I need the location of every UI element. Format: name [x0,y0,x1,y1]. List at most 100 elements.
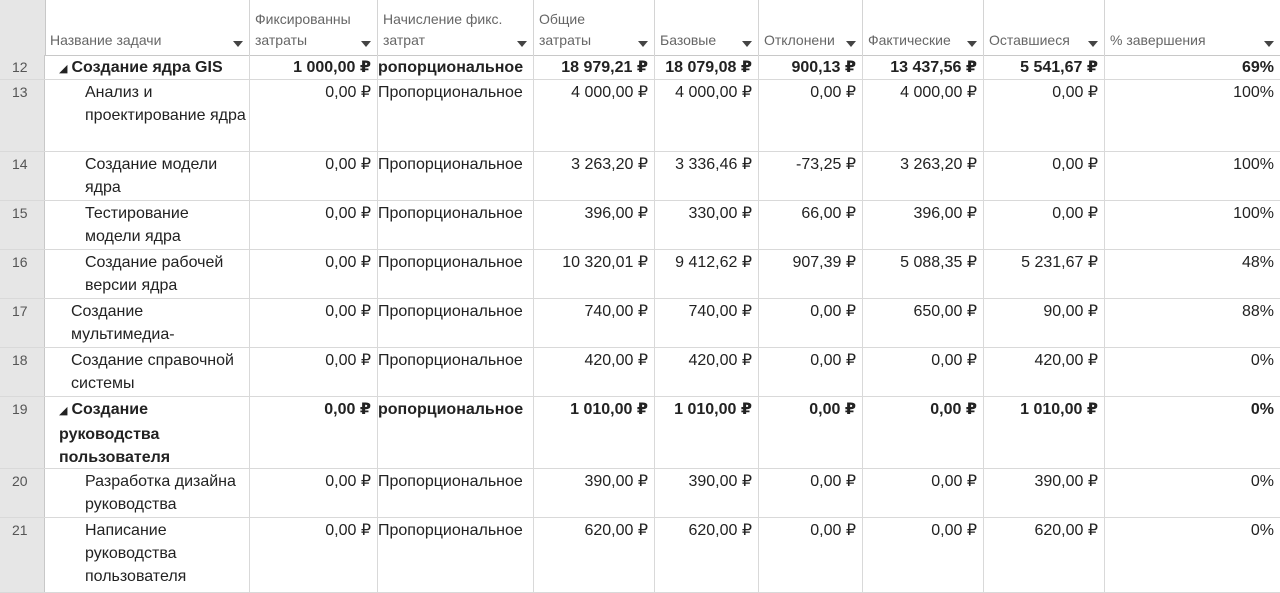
column-header-accrual[interactable]: Начисление фикс. затрат [378,0,534,55]
accrual-cell[interactable]: Пропорциональное [378,152,534,200]
row-number[interactable]: 13 [0,80,45,151]
dropdown-arrow-icon[interactable] [742,41,752,47]
actual-cost-cell[interactable]: 0,00 ₽ [863,348,984,396]
baseline-cell[interactable]: 9 412,62 ₽ [655,250,759,298]
variance-cell[interactable]: 0,00 ₽ [759,518,863,592]
variance-cell[interactable]: 0,00 ₽ [759,299,863,347]
baseline-cell[interactable]: 620,00 ₽ [655,518,759,592]
percent-complete-cell[interactable]: 0% [1250,401,1274,418]
task-name-cell[interactable]: Создание справочной системы [45,348,250,396]
percent-complete-cell[interactable]: 100% [1233,84,1274,101]
total-cost-cell[interactable]: 4 000,00 ₽ [534,80,655,151]
table-row[interactable]: 14 Создание модели ядра 0,00 ₽ Пропорционал… [0,152,1280,201]
row-number[interactable]: 15 [0,201,45,249]
variance-cell[interactable]: 900,13 ₽ [759,55,863,79]
baseline-cell[interactable]: 740,00 ₽ [655,299,759,347]
variance-cell[interactable]: 66,00 ₽ [759,201,863,249]
actual-cost-cell[interactable]: 0,00 ₽ [863,518,984,592]
column-header-baseline[interactable]: Базовые [655,0,759,55]
row-number[interactable]: 14 [0,152,45,200]
table-row[interactable]: 13 Анализ и проектирование ядра 0,00 ₽ Проп… [0,80,1280,152]
task-name-cell[interactable]: Разработка дизайна руководства [45,469,250,517]
percent-complete-cell[interactable]: 100% [1233,205,1274,222]
remaining-cost-cell[interactable]: 1 010,00 ₽ [984,397,1105,468]
remaining-cost-cell[interactable]: 420,00 ₽ [984,348,1105,396]
table-row[interactable]: 18 Создание справочной системы 0,00 ₽ Пропо… [0,348,1280,397]
baseline-cell[interactable]: 420,00 ₽ [655,348,759,396]
actual-cost-cell[interactable]: 0,00 ₽ [863,469,984,517]
table-row[interactable]: 12 ◢ Создание ядра GIS 1 000,00 ₽ ропорциона… [0,55,1280,80]
baseline-cell[interactable]: 4 000,00 ₽ [655,80,759,151]
column-header-remaining[interactable]: Оставшиеся [984,0,1105,55]
select-all-corner[interactable] [0,0,46,55]
dropdown-arrow-icon[interactable] [967,41,977,47]
fixed-cost-cell[interactable]: 0,00 ₽ [250,469,378,517]
table-row[interactable]: 21 Написание руководства пользователя 0,00… [0,518,1280,593]
table-row[interactable]: 19 ◢ Создание руководства пользователя 0,00… [0,397,1280,469]
row-number[interactable]: 12 [0,55,45,79]
fixed-cost-cell[interactable]: 0,00 ₽ [250,152,378,200]
accrual-cell[interactable]: Пропорциональное [378,469,534,517]
row-number[interactable]: 20 [0,469,45,517]
collapse-triangle-icon[interactable]: ◢ [59,405,68,417]
row-number[interactable]: 21 [0,518,45,592]
total-cost-cell[interactable]: 396,00 ₽ [534,201,655,249]
baseline-cell[interactable]: 1 010,00 ₽ [655,397,759,468]
remaining-cost-cell[interactable]: 5 541,67 ₽ [984,55,1105,79]
total-cost-cell[interactable]: 3 263,20 ₽ [534,152,655,200]
variance-cell[interactable]: 0,00 ₽ [759,469,863,517]
task-name-cell[interactable]: ◢ Создание руководства пользователя [45,397,250,468]
accrual-cell[interactable]: Пропорциональное [378,201,534,249]
table-row[interactable]: 16 Создание рабочей версии ядра 0,00 ₽ Проп… [0,250,1280,299]
total-cost-cell[interactable]: 18 979,21 ₽ [534,55,655,79]
percent-complete-cell[interactable]: 100% [1233,156,1274,173]
fixed-cost-cell[interactable]: 0,00 ₽ [250,348,378,396]
fixed-cost-cell[interactable]: 0,00 ₽ [250,80,378,151]
fixed-cost-cell[interactable]: 0,00 ₽ [250,397,378,468]
table-row[interactable]: 20 Разработка дизайна руководства 0,00 ₽ Пр… [0,469,1280,518]
baseline-cell[interactable]: 390,00 ₽ [655,469,759,517]
actual-cost-cell[interactable]: 650,00 ₽ [863,299,984,347]
fixed-cost-cell[interactable]: 1 000,00 ₽ [250,55,378,79]
baseline-cell[interactable]: 18 079,08 ₽ [655,55,759,79]
remaining-cost-cell[interactable]: 0,00 ₽ [984,80,1105,151]
accrual-cell[interactable]: ропорциональное [378,55,534,79]
accrual-cell[interactable]: Пропорциональное [378,348,534,396]
fixed-cost-cell[interactable]: 0,00 ₽ [250,250,378,298]
percent-complete-cell[interactable]: 0% [1250,522,1274,539]
fixed-cost-cell[interactable]: 0,00 ₽ [250,299,378,347]
total-cost-cell[interactable]: 10 320,01 ₽ [534,250,655,298]
actual-cost-cell[interactable]: 3 263,20 ₽ [863,152,984,200]
task-name-cell[interactable]: Создание модели ядра [45,152,250,200]
remaining-cost-cell[interactable]: 0,00 ₽ [984,152,1105,200]
total-cost-cell[interactable]: 620,00 ₽ [534,518,655,592]
percent-complete-cell[interactable]: 69% [1241,59,1274,76]
task-name-cell[interactable]: ◢ Создание ядра GIS [45,55,250,79]
dropdown-arrow-icon[interactable] [361,41,371,47]
percent-complete-cell[interactable]: 48% [1241,254,1274,271]
baseline-cell[interactable]: 330,00 ₽ [655,201,759,249]
column-header-actual[interactable]: Фактические [863,0,984,55]
variance-cell[interactable]: 0,00 ₽ [759,80,863,151]
task-name-cell[interactable]: Анализ и проектирование ядра [45,80,250,151]
total-cost-cell[interactable]: 740,00 ₽ [534,299,655,347]
actual-cost-cell[interactable]: 5 088,35 ₽ [863,250,984,298]
remaining-cost-cell[interactable]: 620,00 ₽ [984,518,1105,592]
table-row[interactable]: 15 Тестирование модели ядра 0,00 ₽ Пропорци… [0,201,1280,250]
percent-complete-cell[interactable]: 88% [1241,303,1274,320]
fixed-cost-cell[interactable]: 0,00 ₽ [250,201,378,249]
total-cost-cell[interactable]: 1 010,00 ₽ [534,397,655,468]
row-number[interactable]: 16 [0,250,45,298]
row-number[interactable]: 17 [0,299,45,347]
actual-cost-cell[interactable]: 0,00 ₽ [863,397,984,468]
column-header-task-name[interactable]: Название задачи [45,0,250,55]
accrual-cell[interactable]: Пропорциональное [378,80,534,151]
column-header-percent-complete[interactable]: % завершения [1105,0,1280,55]
variance-cell[interactable]: 0,00 ₽ [759,397,863,468]
remaining-cost-cell[interactable]: 390,00 ₽ [984,469,1105,517]
dropdown-arrow-icon[interactable] [1088,41,1098,47]
fixed-cost-cell[interactable]: 0,00 ₽ [250,518,378,592]
task-name-cell[interactable]: Написание руководства пользователя [45,518,250,592]
dropdown-arrow-icon[interactable] [638,41,648,47]
row-number[interactable]: 19 [0,397,45,468]
